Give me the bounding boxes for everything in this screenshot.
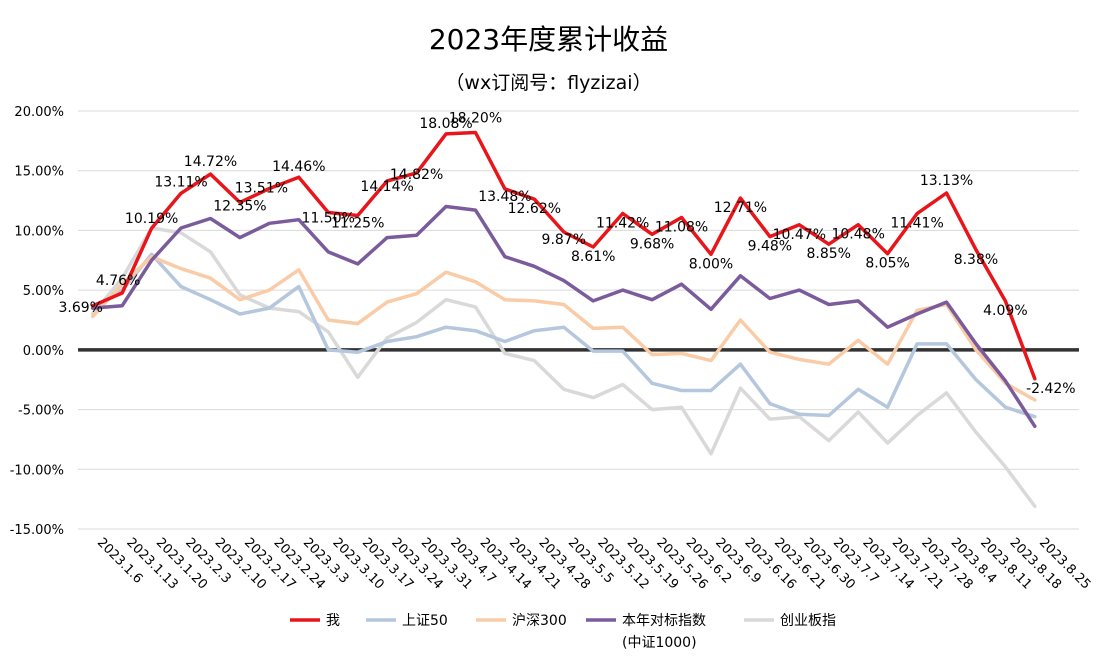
y-tick-label: -15.00% [10,523,64,538]
data-label: 9.68% [630,236,674,252]
y-tick-label: -5.00% [18,404,64,419]
data-label: 4.76% [96,273,140,289]
data-label: 18.20% [449,110,502,126]
y-tick-label: 15.00% [14,165,64,180]
series-lines [90,130,1037,509]
chart-subtitle: （wx订阅号：flyzizai） [445,72,652,94]
data-label: 11.50% [302,211,355,227]
gridlines [78,110,1079,530]
y-tick-label: 0.00% [23,344,64,359]
legend-label: 我 [326,613,340,629]
data-label: 12.62% [508,201,561,217]
data-labels: 3.69% 4.76% 10.19% 13.11% 14.72% 12.35%13.51%… [58,110,1075,396]
data-label: 10.19% [125,211,178,227]
data-label: -2.42% [1026,381,1076,397]
data-label: 9.87% [542,232,586,248]
data-label: 4.09% [983,303,1027,319]
series-line-0 [90,130,1037,381]
data-label: 13.51% [235,181,288,197]
data-label: 14.46% [272,159,325,175]
y-tick-label: 20.00% [14,105,64,120]
y-axis-labels: 20.00% 15.00% 10.00% 5.00% 0.00% -5.00% -10.00… [10,105,64,538]
data-label: 10.47% [773,227,826,243]
series-line-4 [90,226,1037,509]
legend-label: 沪深300 [512,613,567,629]
data-label: 14.72% [184,154,237,170]
data-label: 9.48% [748,239,792,255]
legend-label: 上证50 [402,613,448,629]
series-line-2 [90,254,1037,402]
data-label: 11.08% [655,220,708,236]
chart-title: 2023年度累计收益 [428,23,669,56]
data-label: 11.25% [331,216,384,232]
data-label: 8.05% [865,256,909,272]
series-line-3 [90,204,1037,429]
y-tick-label: 10.00% [14,224,64,239]
data-label: 13.48% [478,189,531,205]
data-label: 10.48% [831,227,884,243]
data-label: 12.71% [714,200,767,216]
y-tick-label: -10.00% [10,463,64,478]
data-label: 12.35% [213,198,266,214]
legend-label: 创业板指 [780,613,836,629]
y-tick-label: 5.00% [23,284,64,299]
series-line-1 [90,252,1037,419]
data-label: 3.69% [58,300,102,316]
legend: 我 上证50 沪深300 本年对标指数 (中证1000) 创业板指 [290,613,836,651]
legend-label-line2: (中证1000) [622,635,697,651]
data-label: 14.14% [360,179,413,195]
data-label: 8.38% [954,252,998,268]
data-label: 11.42% [596,215,649,231]
data-label: 18.08% [419,116,472,132]
data-label: 14.82% [390,167,443,183]
data-label: 8.61% [571,249,615,265]
data-label: 11.41% [890,216,943,232]
data-label: 13.11% [154,174,207,190]
data-label: 8.00% [689,256,733,272]
legend-label: 本年对标指数 [622,613,706,629]
data-label: 13.13% [920,173,973,189]
data-label: 8.85% [807,246,851,262]
x-axis-labels: 2023.1.62023.1.132023.1.202023.2.32023.2… [94,535,1094,592]
